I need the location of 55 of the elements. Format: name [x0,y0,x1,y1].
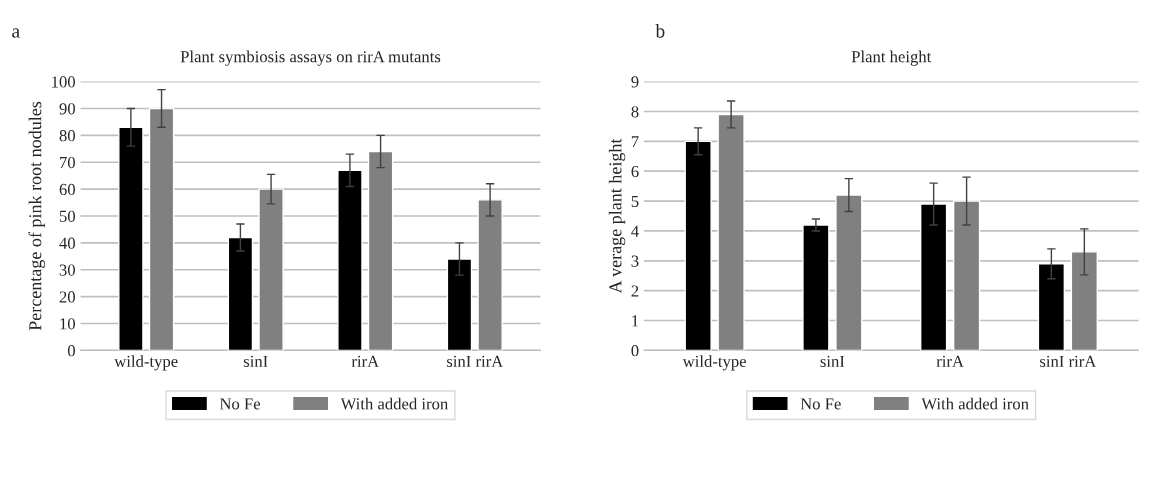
bar [835,194,863,351]
bar [118,126,144,351]
y-tick-label: 100 [52,76,75,88]
bar [148,107,175,351]
y-tick-label: 3 [631,255,639,267]
y-tick-label: 8 [631,106,639,118]
y-tick-label: 4 [631,225,639,237]
y-tick-label: 6 [631,165,639,178]
y-tick-label: 60 [59,183,75,196]
bar [1070,251,1098,351]
y-axis-title: Percentage of pink root nodules [28,101,46,331]
bar [446,258,473,351]
y-tick-label: 20 [59,291,75,303]
y-axis-title: A verage plant height [608,138,626,294]
bar [367,150,394,351]
y-tick-label: 9 [631,76,639,88]
text: a [12,28,20,38]
text: b [655,24,665,38]
x-tick-label: sinI [820,355,845,367]
y-tick-label: 7 [631,136,639,148]
y-tick-label: 1 [632,315,639,327]
bar [684,140,712,351]
legend-label: With added iron [340,397,448,410]
bar [258,188,284,351]
bar [477,199,503,351]
x-tick-label: sinI rirA [1040,355,1097,367]
y-tick-label: 2 [631,285,639,297]
y-tick-label: 80 [59,130,75,142]
bar [802,224,830,351]
y-tick-label: 70 [60,156,75,169]
y-tick-label: 10 [60,318,75,330]
y-tick-label: 5 [631,195,639,208]
x-tick-label: wild-type [114,355,178,371]
bar [337,169,363,351]
x-tick-label: rirA [351,355,380,367]
chart-title: Plant symbiosis assays on rirA mutants [180,50,441,66]
chart-title: Plant height [851,50,932,66]
y-tick-label: 50 [59,210,75,222]
bar [1037,263,1066,351]
y-tick-label: 0 [67,345,75,357]
legend-label: With added iron [921,397,1029,410]
bar [227,236,254,351]
bar [717,113,745,351]
legend-label: No Fe [800,398,841,410]
x-tick-label: sinI [243,355,268,367]
bar [919,203,948,351]
y-tick-label: 0 [631,345,639,357]
x-tick-label: wild-type [682,355,746,371]
x-tick-label: sinI rirA [447,355,504,367]
y-tick-label: 30 [59,264,75,276]
y-tick-label: 90 [59,103,75,115]
x-tick-label: rirA [936,355,964,367]
y-tick-label: 40 [59,237,75,249]
bar [952,200,981,351]
legend-label: No Fe [219,398,261,410]
